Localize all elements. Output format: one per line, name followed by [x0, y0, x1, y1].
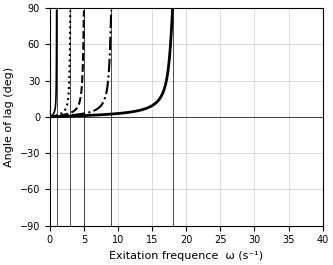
- Y-axis label: Angle of lag (deg): Angle of lag (deg): [4, 67, 14, 167]
- X-axis label: Exitation frequence  ω (s⁻¹): Exitation frequence ω (s⁻¹): [109, 251, 263, 261]
